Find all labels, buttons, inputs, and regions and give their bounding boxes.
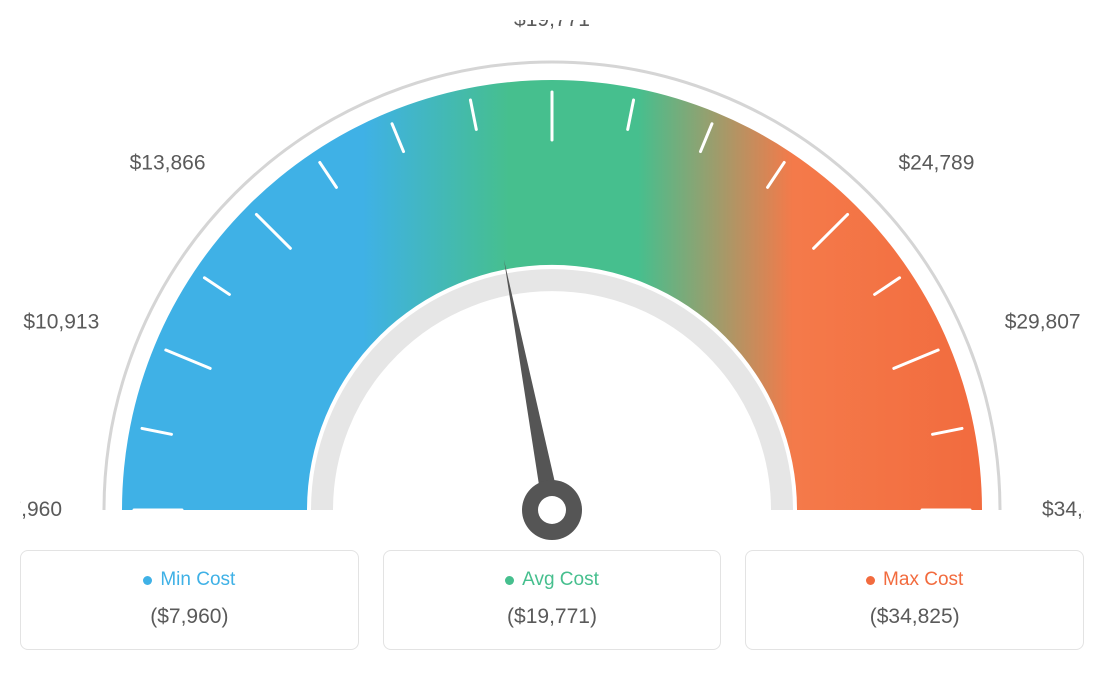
gauge-scale-label: $19,771 — [514, 20, 590, 31]
gauge-needle — [504, 260, 561, 512]
legend-title-max-text: Max Cost — [883, 569, 963, 591]
gauge-scale-label: $34,825 — [1042, 498, 1084, 521]
legend-card-min: Min Cost ($7,960) — [20, 550, 359, 650]
legend-card-avg: Avg Cost ($19,771) — [383, 550, 722, 650]
gauge-needle-hub-hole — [538, 496, 566, 524]
legend-card-max: Max Cost ($34,825) — [745, 550, 1084, 650]
legend-title-avg-text: Avg Cost — [522, 569, 599, 591]
gauge-scale-label: $7,960 — [20, 498, 62, 521]
legend-title-max: Max Cost — [756, 569, 1073, 591]
gauge-area: $7,960 $10,913 $13,866 $19,771 $24,789 $29,80… — [20, 20, 1084, 540]
gauge-scale-label: $10,913 — [23, 310, 99, 333]
legend-row: Min Cost ($7,960) Avg Cost ($19,771) Max… — [20, 550, 1084, 650]
legend-dot-max — [866, 576, 875, 585]
gauge-svg: $7,960 $10,913 $13,866 $19,771 $24,789 $29,80… — [20, 20, 1084, 540]
legend-value-max: ($34,825) — [756, 605, 1073, 629]
gauge-scale-label: $24,789 — [898, 152, 974, 175]
gauge-color-arc — [122, 80, 982, 510]
legend-title-min-text: Min Cost — [160, 569, 235, 591]
legend-value-avg: ($19,771) — [394, 605, 711, 629]
legend-title-min: Min Cost — [31, 569, 348, 591]
legend-dot-min — [143, 576, 152, 585]
gauge-scale-label: $13,866 — [130, 152, 206, 175]
cost-gauge-chart: $7,960 $10,913 $13,866 $19,771 $24,789 $29,80… — [20, 20, 1084, 650]
gauge-scale-label: $29,807 — [1005, 310, 1081, 333]
legend-value-min: ($7,960) — [31, 605, 348, 629]
legend-dot-avg — [505, 576, 514, 585]
legend-title-avg: Avg Cost — [394, 569, 711, 591]
